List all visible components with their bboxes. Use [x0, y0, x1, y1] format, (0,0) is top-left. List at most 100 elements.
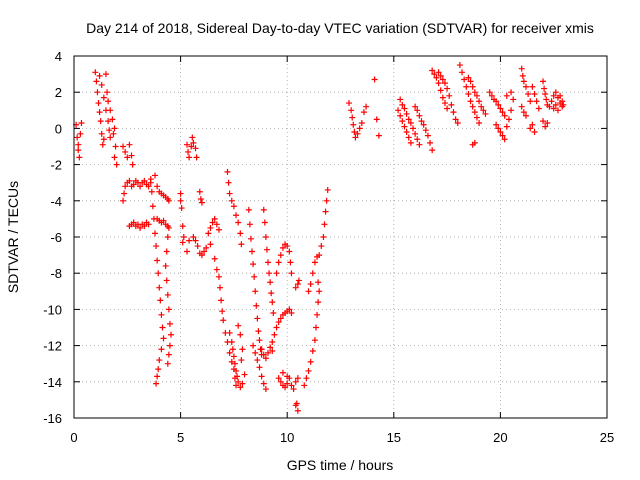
- data-point: [414, 136, 421, 143]
- data-point: [288, 310, 295, 317]
- data-point: [350, 121, 357, 128]
- data-point: [476, 98, 483, 105]
- data-point: [439, 94, 446, 101]
- data-point: [401, 123, 408, 130]
- data-point: [541, 85, 548, 92]
- data-point: [275, 375, 282, 382]
- data-point: [96, 109, 103, 116]
- data-point: [503, 92, 510, 99]
- data-point: [520, 78, 527, 85]
- data-point: [493, 121, 500, 128]
- data-point: [550, 92, 557, 99]
- data-point: [397, 112, 404, 119]
- data-point: [287, 259, 294, 266]
- data-point: [230, 203, 237, 210]
- data-point: [399, 118, 406, 125]
- data-point: [218, 297, 225, 304]
- data-point: [286, 306, 293, 313]
- data-point: [314, 311, 321, 318]
- data-point: [153, 243, 160, 250]
- data-point: [544, 119, 551, 126]
- data-point: [113, 161, 120, 168]
- data-point: [234, 373, 241, 380]
- series-arc-z: [395, 96, 436, 154]
- data-point: [120, 197, 127, 204]
- data-point: [207, 241, 214, 248]
- data-point: [111, 154, 118, 161]
- data-point: [488, 92, 495, 99]
- data-point: [403, 110, 410, 117]
- data-point: [431, 71, 438, 78]
- grid-lines: [74, 56, 607, 418]
- data-point: [550, 105, 557, 112]
- data-point: [270, 310, 277, 317]
- data-point: [405, 134, 412, 141]
- series-arc-i: [154, 215, 175, 367]
- series-arc-b: [92, 69, 114, 148]
- data-point: [275, 319, 282, 326]
- data-point: [106, 127, 113, 134]
- data-point: [186, 154, 193, 161]
- y-axis-title: SDTVAR / TECUs: [5, 181, 21, 293]
- data-point: [522, 83, 529, 90]
- data-point: [371, 76, 378, 83]
- data-point: [351, 129, 358, 136]
- data-point: [312, 324, 319, 331]
- data-point: [295, 277, 302, 284]
- data-point: [228, 197, 235, 204]
- data-point: [217, 284, 224, 291]
- data-point: [316, 288, 323, 295]
- data-point: [294, 407, 301, 414]
- data-point: [159, 324, 166, 331]
- data-point: [252, 349, 259, 356]
- data-point: [141, 223, 148, 230]
- data-point: [420, 121, 427, 128]
- data-point: [207, 224, 214, 231]
- data-point: [354, 130, 361, 137]
- data-point: [305, 288, 312, 295]
- data-point: [501, 112, 508, 119]
- data-point: [467, 78, 474, 85]
- data-point: [237, 331, 244, 338]
- data-point: [254, 315, 261, 322]
- data-point: [360, 109, 367, 116]
- data-point: [192, 145, 199, 152]
- data-point: [164, 360, 171, 367]
- data-point: [235, 378, 242, 385]
- data-point: [158, 311, 165, 318]
- series-arc-k: [183, 134, 200, 161]
- y-tick-label: -2: [50, 158, 62, 173]
- series-arc-m: [205, 215, 240, 389]
- data-point: [518, 65, 525, 72]
- data-point: [414, 107, 421, 114]
- data-point: [416, 141, 423, 148]
- data-point: [352, 134, 359, 141]
- data-point: [286, 248, 293, 255]
- data-point: [435, 80, 442, 87]
- data-point: [230, 353, 237, 360]
- data-point: [269, 348, 276, 355]
- data-point: [375, 132, 382, 139]
- data-point: [559, 98, 566, 105]
- data-point: [233, 367, 240, 374]
- data-point: [145, 183, 152, 190]
- series-arc-ac: [486, 89, 517, 143]
- data-point: [476, 119, 483, 126]
- data-point: [251, 273, 258, 280]
- series-arc-e: [120, 177, 154, 204]
- data-point: [318, 243, 325, 250]
- data-point: [505, 116, 512, 123]
- data-point: [160, 217, 167, 224]
- data-point: [529, 83, 536, 90]
- data-point: [275, 259, 282, 266]
- data-point: [459, 69, 466, 76]
- data-point: [433, 74, 440, 81]
- data-point: [525, 91, 532, 98]
- data-point: [542, 123, 549, 130]
- y-tick-label: 2: [55, 85, 62, 100]
- data-point: [548, 98, 555, 105]
- data-point: [508, 107, 515, 114]
- data-point: [183, 248, 190, 255]
- data-point: [165, 197, 172, 204]
- series-arc-t: [269, 306, 295, 345]
